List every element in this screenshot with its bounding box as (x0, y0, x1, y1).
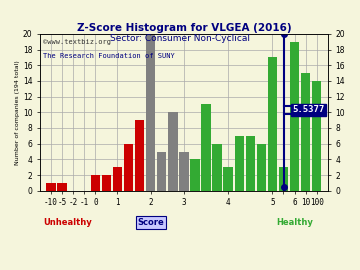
Bar (301, 73, 310, 191)
Bar (312, 81, 321, 191)
Text: The Research Foundation of SUNY: The Research Foundation of SUNY (43, 53, 175, 59)
Title: Z-Score Histogram for VLGEA (2016): Z-Score Histogram for VLGEA (2016) (77, 23, 291, 33)
Bar (201, 104, 211, 191)
Bar (124, 144, 133, 191)
Text: Score: Score (137, 218, 164, 227)
Text: Unhealthy: Unhealthy (43, 218, 92, 227)
Bar (190, 159, 200, 191)
Bar (246, 136, 255, 191)
Bar (91, 175, 100, 191)
Bar (268, 58, 277, 191)
Bar (234, 136, 244, 191)
Text: Healthy: Healthy (276, 218, 313, 227)
Text: Sector: Consumer Non-Cyclical: Sector: Consumer Non-Cyclical (110, 34, 250, 43)
Bar (212, 144, 222, 191)
Bar (157, 151, 166, 191)
Bar (102, 175, 111, 191)
Bar (146, 34, 156, 191)
Y-axis label: Number of companies (194 total): Number of companies (194 total) (15, 60, 20, 165)
Bar (135, 120, 144, 191)
Bar (113, 167, 122, 191)
Text: 5.5377: 5.5377 (292, 106, 324, 114)
Bar (179, 151, 189, 191)
Bar (224, 167, 233, 191)
Bar (257, 144, 266, 191)
Bar (168, 112, 177, 191)
Bar (279, 167, 288, 191)
Bar (290, 42, 299, 191)
Bar (46, 183, 56, 191)
Text: ©www.textbiz.org: ©www.textbiz.org (43, 39, 111, 45)
Bar (58, 183, 67, 191)
